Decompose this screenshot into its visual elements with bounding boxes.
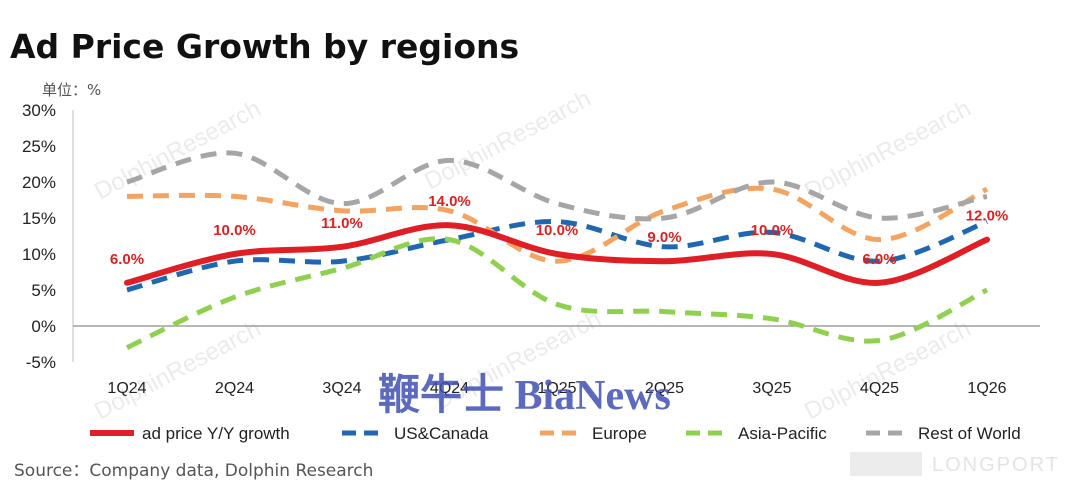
y-tick-label: 5% bbox=[31, 281, 56, 300]
series-line-us-canada bbox=[126, 219, 988, 293]
x-tick-label: 2Q24 bbox=[215, 380, 254, 397]
y-tick-labels: -5% 0% 5% 10% 15% 20% 25% 30% bbox=[22, 101, 56, 372]
data-label: 6.0% bbox=[110, 251, 144, 268]
y-tick-label: 25% bbox=[22, 137, 56, 156]
legend-entry: Europe bbox=[592, 424, 647, 443]
unit-label: 单位：% bbox=[42, 81, 101, 99]
legend-entry: Rest of World bbox=[918, 424, 1021, 443]
watermark-text: DolphinResearch bbox=[90, 315, 265, 425]
x-tick-label: 3Q25 bbox=[752, 380, 791, 397]
series-lines bbox=[124, 150, 990, 350]
corner-logo-mark bbox=[850, 452, 922, 476]
brand-overlay: 鞭牛士 BiaNews bbox=[378, 372, 671, 419]
chart-title: Ad Price Growth by regions bbox=[10, 27, 519, 66]
legend: ad price Y/Y growth US&Canada Europe Asia-P… bbox=[90, 424, 1021, 443]
watermark-text: DolphinResearch bbox=[800, 95, 975, 205]
data-label: 14.0% bbox=[428, 193, 471, 210]
series-line-asia-pacific bbox=[125, 236, 989, 350]
data-label: 11.0% bbox=[321, 215, 363, 232]
y-tick-label: 15% bbox=[22, 209, 56, 228]
x-tick-label: 2Q25 bbox=[645, 380, 684, 397]
x-tick-label: 3Q24 bbox=[322, 380, 361, 397]
data-label: 10.0% bbox=[213, 222, 256, 239]
series-line-ad-price-y-y-growth bbox=[124, 222, 990, 286]
data-label: 6.0% bbox=[862, 251, 896, 268]
x-tick-label: 4Q24 bbox=[430, 380, 469, 397]
y-tick-label: 10% bbox=[22, 245, 56, 264]
x-tick-label: 1Q26 bbox=[967, 380, 1006, 397]
series-line-rest-of-world bbox=[126, 150, 988, 222]
watermark-text: DolphinResearch bbox=[420, 85, 595, 195]
data-labels: 6.0% 10.0% 11.0% 14.0% 10.0% 9.0% 10.0% 6.0% 12.… bbox=[110, 193, 1008, 268]
x-tick-label: 1Q25 bbox=[537, 380, 576, 397]
y-tick-label: 20% bbox=[22, 173, 56, 192]
legend-entry: US&Canada bbox=[394, 424, 489, 443]
data-label: 10.0% bbox=[751, 222, 794, 239]
corner-logo: LONGPORT bbox=[932, 454, 1060, 476]
legend-entry: ad price Y/Y growth bbox=[142, 424, 290, 443]
x-tick-label: 4Q25 bbox=[860, 380, 899, 397]
y-tick-label: 0% bbox=[31, 317, 56, 336]
watermark-text: DolphinResearch bbox=[90, 95, 265, 205]
data-label: 12.0% bbox=[966, 208, 1009, 225]
source-note: Source：Company data, Dolphin Research bbox=[14, 461, 373, 481]
series-line-europe bbox=[126, 185, 989, 264]
y-tick-label: 30% bbox=[22, 101, 56, 120]
y-tick-label: -5% bbox=[26, 353, 56, 372]
legend-entry: Asia-Pacific bbox=[738, 424, 827, 443]
data-label: 10.0% bbox=[536, 222, 579, 239]
x-tick-labels: 1Q24 2Q24 3Q24 4Q24 1Q25 2Q25 3Q25 4Q25 1Q26 bbox=[107, 380, 1006, 397]
data-label: 9.0% bbox=[647, 229, 681, 246]
x-tick-label: 1Q24 bbox=[107, 380, 146, 397]
